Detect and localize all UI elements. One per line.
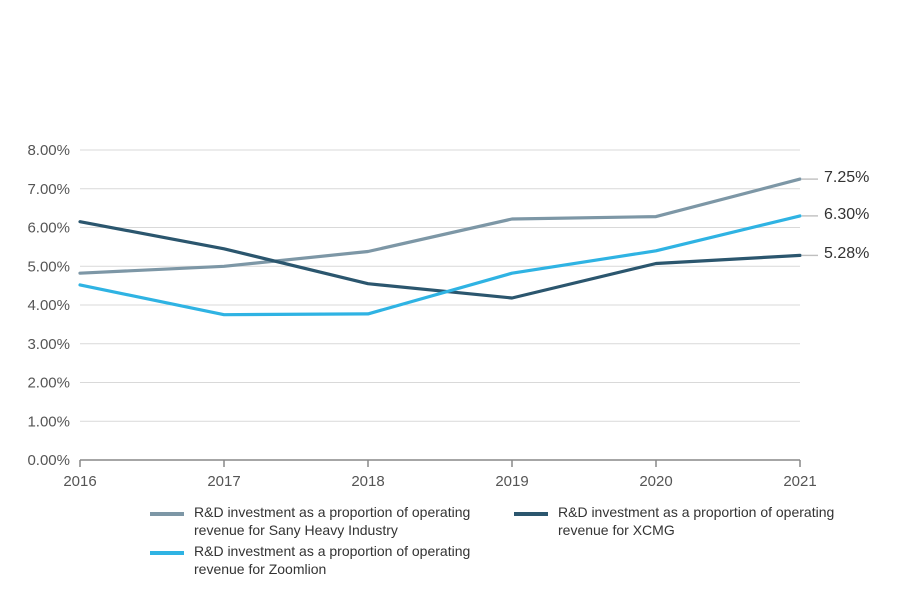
y-tick-label: 4.00% <box>27 297 70 314</box>
y-tick-label: 5.00% <box>27 258 70 275</box>
legend-item-zoomlion: R&D investment as a proportion of operat… <box>150 543 490 578</box>
chart-container: 0.00% 1.00% 2.00% 3.00% 4.00% 5.00% 6.00% 7.00%… <box>0 0 900 600</box>
legend: R&D investment as a proportion of operat… <box>150 504 860 578</box>
legend-swatch <box>150 551 184 555</box>
y-tick-label: 1.00% <box>27 413 70 430</box>
series-line-sany <box>80 179 800 273</box>
series-line-zoomlion <box>80 216 800 315</box>
legend-item-sany: R&D investment as a proportion of operat… <box>150 504 490 539</box>
series-line-xcmg <box>80 222 800 298</box>
legend-label: R&D investment as a proportion of operat… <box>194 504 490 539</box>
x-tick-label: 2018 <box>351 473 384 490</box>
x-tick-label: 2016 <box>63 473 96 490</box>
legend-item-xcmg: R&D investment as a proportion of operat… <box>514 504 854 539</box>
y-tick-label: 2.00% <box>27 375 70 392</box>
end-label-zoomlion: 6.30% <box>824 206 869 224</box>
end-label-sany: 7.25% <box>824 169 869 187</box>
x-tick-label: 2017 <box>207 473 240 490</box>
legend-label: R&D investment as a proportion of operat… <box>558 504 854 539</box>
x-tick-label: 2019 <box>495 473 528 490</box>
legend-label: R&D investment as a proportion of operat… <box>194 543 490 578</box>
y-tick-label: 3.00% <box>27 336 70 353</box>
y-tick-label: 0.00% <box>27 452 70 469</box>
x-tick-label: 2021 <box>783 473 816 490</box>
end-label-xcmg: 5.28% <box>824 245 869 263</box>
y-tick-label: 8.00% <box>27 142 70 159</box>
y-tick-label: 7.00% <box>27 181 70 198</box>
legend-swatch <box>514 512 548 516</box>
x-tick-label: 2020 <box>639 473 672 490</box>
legend-swatch <box>150 512 184 516</box>
y-tick-label: 6.00% <box>27 220 70 237</box>
